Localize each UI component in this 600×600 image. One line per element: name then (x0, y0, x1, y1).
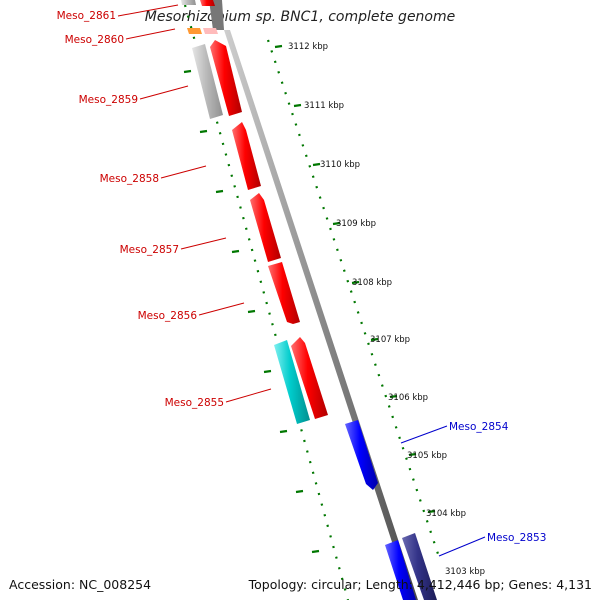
gene-label-meso-2860[interactable]: Meso_2860 (65, 34, 124, 46)
backbone-top-stub (209, 0, 224, 30)
gene-meso-2856[interactable] (268, 262, 300, 324)
outer-tick-ring (266, 39, 442, 561)
gene-meso-2857[interactable] (250, 193, 281, 262)
gene-meso-2859[interactable] (210, 40, 242, 116)
gene-meso-2853-navy[interactable] (402, 533, 437, 600)
gene-label-meso-2861[interactable]: Meso_2861 (57, 10, 116, 22)
gene-meso-2853[interactable] (385, 540, 416, 600)
genome-backbone (224, 30, 418, 600)
gene-meso-2861-tail[interactable] (181, 0, 196, 5)
inner-major-ticks (183, 69, 320, 554)
gene-features (181, 0, 437, 600)
kbp-label: 3106 kbp (388, 393, 428, 403)
gene-label-meso-2857[interactable]: Meso_2857 (120, 244, 179, 256)
kbp-label: 3111 kbp (304, 101, 344, 111)
kbp-label: 3103 kbp (445, 567, 485, 577)
outer-major-ticks (274, 44, 436, 514)
kbp-label: 3110 kbp (320, 160, 360, 170)
kbp-label: 3108 kbp (352, 278, 392, 288)
kbp-label: 3104 kbp (426, 509, 466, 519)
gene-label-meso-2858[interactable]: Meso_2858 (100, 173, 159, 185)
genome-summary-text: Topology: circular; Length: 4,412,446 bp… (248, 577, 592, 592)
gene-meso-2858[interactable] (232, 122, 261, 190)
gene-meso-2860-orange[interactable] (187, 28, 202, 34)
kbp-label: 3109 kbp (336, 219, 376, 229)
accession-text: Accession: NC_008254 (9, 577, 152, 592)
gene-labels: Meso_2861 Meso_2860 Meso_2859 Meso_2858 … (57, 10, 547, 544)
gene-meso-2861[interactable] (200, 0, 215, 6)
kbp-label: 3107 kbp (370, 335, 410, 345)
kbp-labels: 3112 kbp 3111 kbp 3110 kbp 3109 kbp 3108… (288, 42, 485, 577)
inner-tick-ring (183, 4, 350, 600)
label-leaders (117, 4, 486, 557)
gene-label-meso-2853[interactable]: Meso_2853 (487, 532, 546, 544)
gene-meso-2860-pink[interactable] (203, 28, 218, 34)
gene-label-meso-2859[interactable]: Meso_2859 (79, 94, 138, 106)
gene-meso-2855-cyan[interactable] (274, 340, 310, 424)
gene-meso-2859-gray[interactable] (192, 44, 223, 119)
gene-meso-2855[interactable] (291, 337, 328, 419)
kbp-label: 3105 kbp (407, 451, 447, 461)
gene-label-meso-2854[interactable]: Meso_2854 (449, 421, 509, 433)
kbp-label: 3112 kbp (288, 42, 328, 52)
gene-label-meso-2855[interactable]: Meso_2855 (165, 397, 224, 409)
gene-label-meso-2856[interactable]: Meso_2856 (138, 310, 198, 322)
gene-meso-2854[interactable] (345, 420, 378, 490)
